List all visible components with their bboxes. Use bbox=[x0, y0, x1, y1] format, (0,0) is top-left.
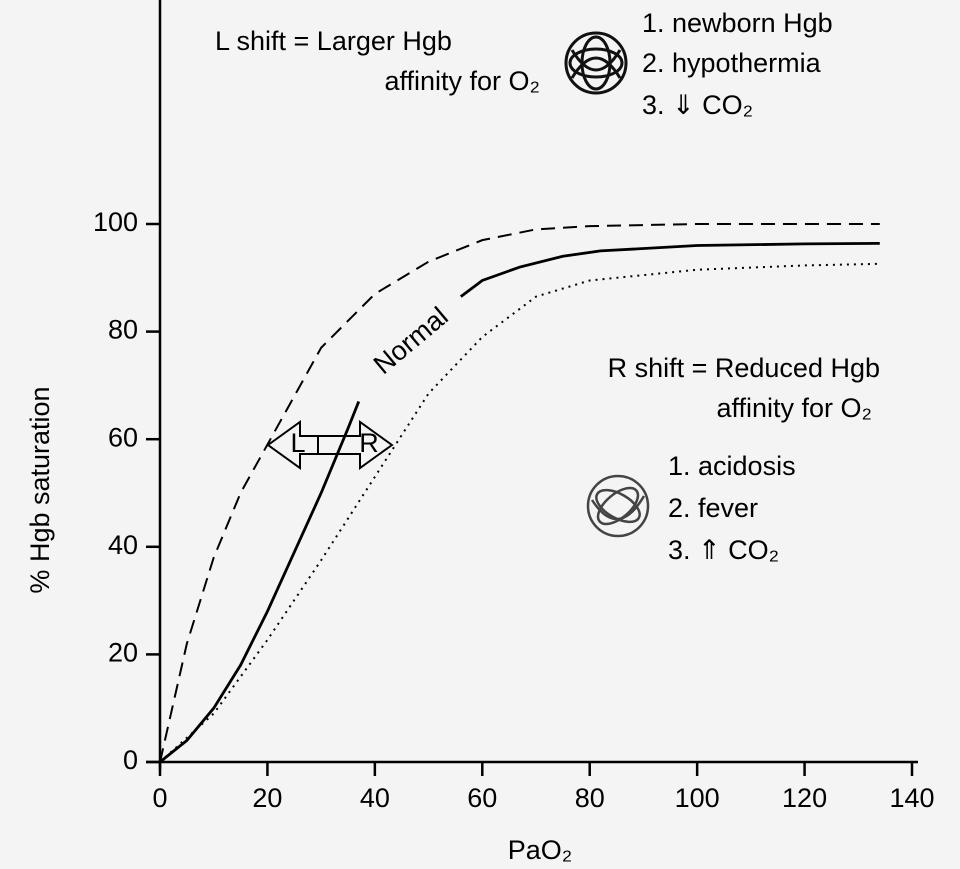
series-line bbox=[159, 223, 880, 763]
annotation: 2. hypothermia bbox=[642, 48, 822, 78]
x-tick-label: 140 bbox=[889, 783, 934, 813]
hemoglobin-icon bbox=[564, 31, 628, 95]
x-tick-label: 80 bbox=[575, 783, 605, 813]
x-tick-label: 0 bbox=[152, 783, 167, 813]
annotation: 3. ⇑ CO₂ bbox=[668, 535, 779, 565]
series-line bbox=[159, 241, 880, 764]
x-axis-label: PaO₂ bbox=[508, 835, 573, 865]
y-tick-label: 80 bbox=[108, 315, 138, 345]
shift-arrows bbox=[266, 420, 394, 470]
hemoglobin-icon bbox=[586, 474, 650, 538]
annotation: 2. fever bbox=[668, 493, 758, 523]
y-tick-label: 100 bbox=[93, 207, 138, 237]
arrow-label: R bbox=[359, 428, 379, 458]
series-line bbox=[159, 262, 880, 763]
annotation: affinity for O₂ bbox=[384, 66, 540, 96]
annotation: 3. ⇓ CO₂ bbox=[642, 90, 753, 120]
y-axis-label: % Hgb saturation bbox=[25, 386, 55, 593]
y-tick-label: 20 bbox=[108, 638, 138, 668]
annotation: affinity for O₂ bbox=[716, 393, 872, 423]
curve-label: Normal bbox=[368, 301, 454, 380]
annotation: L shift = Larger Hgb bbox=[215, 26, 452, 56]
arrow-label: L bbox=[290, 428, 305, 458]
x-tick-label: 120 bbox=[782, 783, 827, 813]
y-tick-label: 40 bbox=[108, 530, 138, 560]
y-tick-label: 0 bbox=[123, 745, 138, 775]
y-tick-label: 60 bbox=[108, 422, 138, 452]
x-tick-label: 60 bbox=[467, 783, 497, 813]
x-tick-label: 100 bbox=[675, 783, 720, 813]
annotation: R shift = Reduced Hgb bbox=[608, 353, 880, 383]
x-tick-label: 40 bbox=[360, 783, 390, 813]
x-tick-label: 20 bbox=[252, 783, 282, 813]
annotation: 1. newborn Hgb bbox=[642, 8, 833, 38]
annotation: 1. acidosis bbox=[668, 451, 796, 481]
